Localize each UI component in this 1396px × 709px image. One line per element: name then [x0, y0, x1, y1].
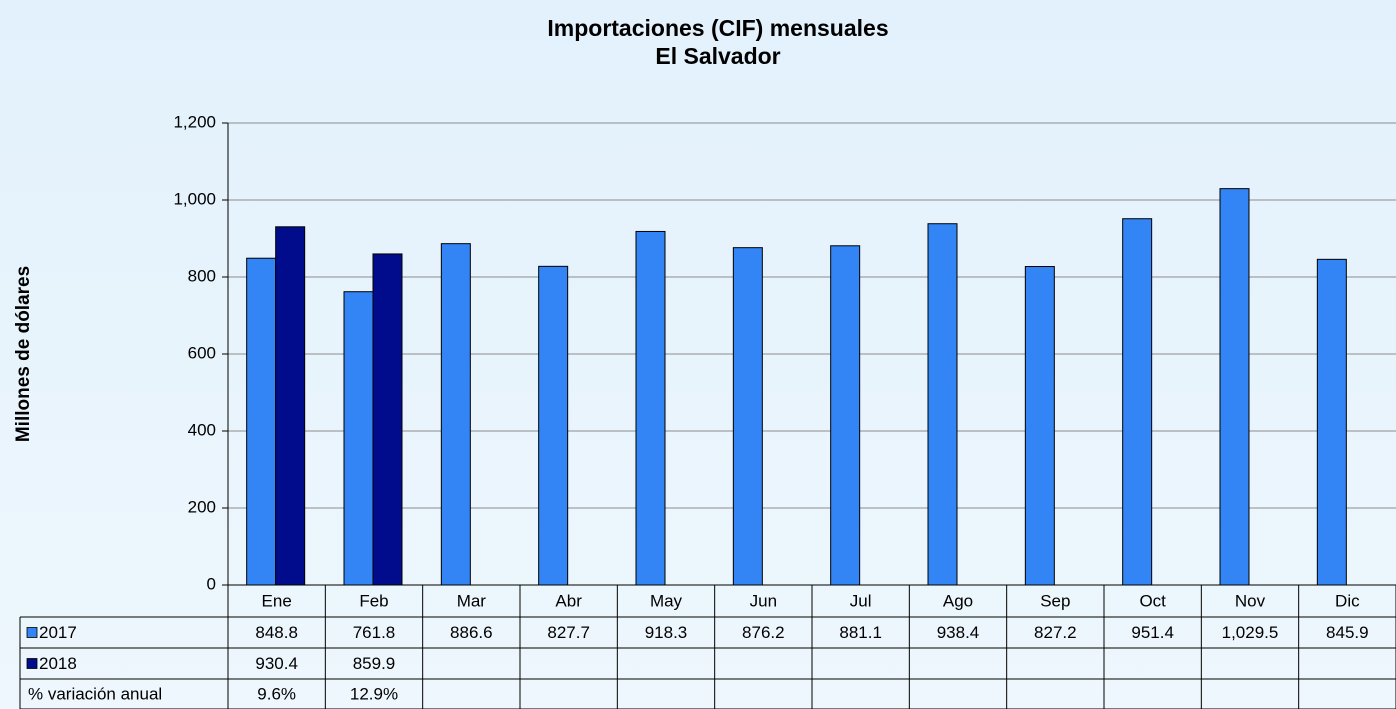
legend-label: 2018: [39, 654, 77, 673]
x-tick-label: Oct: [1139, 591, 1166, 610]
row-label: % variación anual: [28, 684, 162, 703]
bar: [1219, 188, 1250, 586]
y-tick-label: 600: [188, 343, 216, 362]
table-value: 886.6: [450, 623, 493, 642]
x-tick-label: Dic: [1335, 591, 1360, 610]
bar: [538, 265, 569, 586]
bar: [732, 247, 763, 586]
table-value: 951.4: [1131, 623, 1174, 642]
x-tick-label: Ago: [943, 591, 973, 610]
x-tick-label: Abr: [555, 591, 582, 610]
table-value: 845.9: [1326, 623, 1369, 642]
x-tick-label: Jun: [750, 591, 777, 610]
x-tick-label: May: [650, 591, 683, 610]
bar: [1122, 218, 1153, 586]
chart-subtitle: El Salvador: [655, 43, 780, 69]
table-value: 859.9: [353, 654, 396, 673]
x-tick-label: Jul: [850, 591, 872, 610]
bar: [372, 253, 403, 586]
legend-swatch: [26, 627, 38, 638]
legend-label: 2017: [39, 623, 77, 642]
bar: [440, 243, 471, 586]
y-tick-label: 1,000: [173, 189, 216, 208]
y-tick-label: 1,200: [173, 112, 216, 131]
table-value: 918.3: [645, 623, 688, 642]
table-value: 9.6%: [257, 684, 296, 703]
table-value: 930.4: [255, 654, 298, 673]
y-tick-label: 0: [207, 574, 216, 593]
y-tick-label: 200: [188, 497, 216, 516]
table-value: 761.8: [353, 623, 396, 642]
legend-swatch: [26, 658, 38, 669]
table-value: 848.8: [255, 623, 298, 642]
bar: [1024, 266, 1055, 586]
table-value: 881.1: [839, 623, 882, 642]
table-value: 12.9%: [350, 684, 398, 703]
chart-title: Importaciones (CIF) mensuales: [547, 15, 888, 41]
x-tick-label: Feb: [359, 591, 388, 610]
bar: [830, 245, 861, 586]
x-tick-label: Ene: [262, 591, 292, 610]
table-value: 827.7: [547, 623, 590, 642]
y-axis-label: Millones de dólares: [13, 266, 34, 442]
x-tick-label: Nov: [1235, 591, 1266, 610]
y-tick-label: 800: [188, 266, 216, 285]
table-value: 876.2: [742, 623, 785, 642]
bar: [343, 291, 374, 586]
bar: [1316, 258, 1347, 586]
bar: [635, 230, 666, 586]
bar: [246, 257, 277, 586]
table-value: 938.4: [937, 623, 980, 642]
x-tick-label: Sep: [1040, 591, 1070, 610]
table-value: 1,029.5: [1222, 623, 1279, 642]
table-value: 827.2: [1034, 623, 1077, 642]
x-tick-label: Mar: [457, 591, 487, 610]
bar: [927, 223, 958, 586]
y-tick-label: 400: [188, 420, 216, 439]
bar: [275, 226, 306, 586]
